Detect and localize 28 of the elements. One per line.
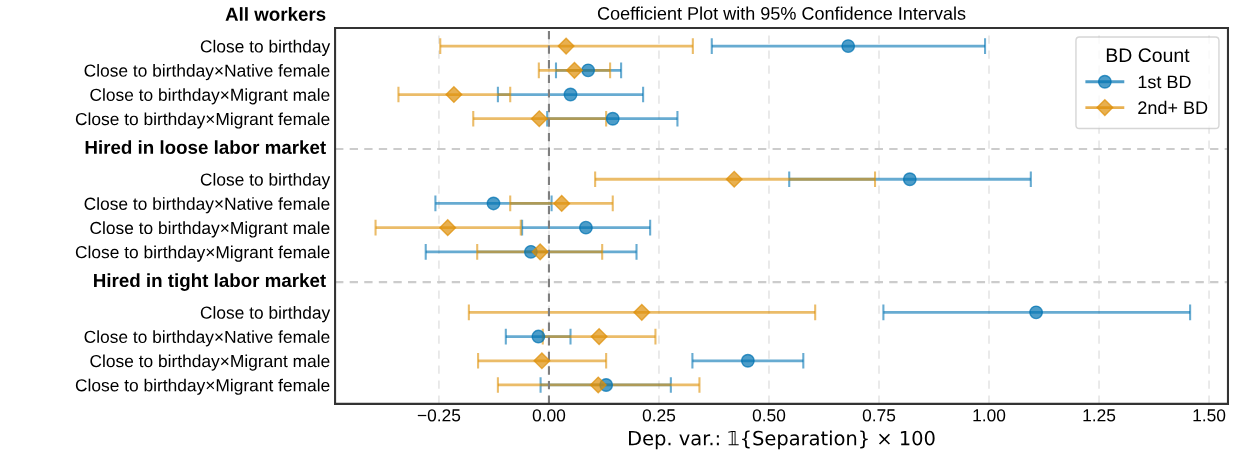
y-tick-label: Hired in tight labor market [94, 273, 326, 291]
y-tick-label: Close to birthday×Migrant male [90, 221, 330, 238]
x-tick-label: −0.25 [417, 409, 461, 422]
x-tick-label: 0.25 [642, 409, 676, 422]
y-tick-label: Hired in loose labor market [85, 140, 326, 155]
x-tick-label: 1.50 [1193, 409, 1226, 422]
x-tick-label: 1.25 [1083, 409, 1116, 422]
legend-label: 2nd+ BD [1138, 100, 1208, 115]
chart-title: Coefficient Plot with 95% Confidence Intervals [597, 6, 966, 20]
y-tick-label: Close to birthday×Migrant female [75, 245, 330, 262]
y-tick-label: Close to birthday×Native female [84, 64, 330, 81]
y-tick-label: Close to birthday×Native female [84, 330, 330, 347]
y-tick-label: Close to birthday×Migrant male [90, 88, 330, 105]
x-tick-label: 0.00 [532, 409, 566, 422]
y-tick-label: Close to birthday [200, 39, 331, 57]
y-tick-label: Close to birthday [200, 306, 331, 323]
y-tick-label: Close to birthday×Native female [84, 197, 330, 214]
y-tick-label: Close to birthday×Migrant female [75, 378, 330, 395]
legend-label: 1st BD [1138, 75, 1191, 89]
x-tick-label: 0.50 [752, 409, 786, 422]
y-tick-label: Close to birthday×Migrant female [75, 112, 330, 129]
y-tick-label: All workers [225, 7, 326, 21]
x-tick-label: 1.00 [973, 409, 1006, 422]
y-tick-label: Close to birthday×Migrant male [90, 354, 330, 371]
legend-title: BD Count [1106, 48, 1190, 63]
x-tick-label: 0.75 [862, 409, 896, 422]
x-axis-title: Dep. var.: 𝟙{Separation} × 100 [629, 430, 935, 450]
y-tick-label: Close to birthday [200, 172, 331, 190]
